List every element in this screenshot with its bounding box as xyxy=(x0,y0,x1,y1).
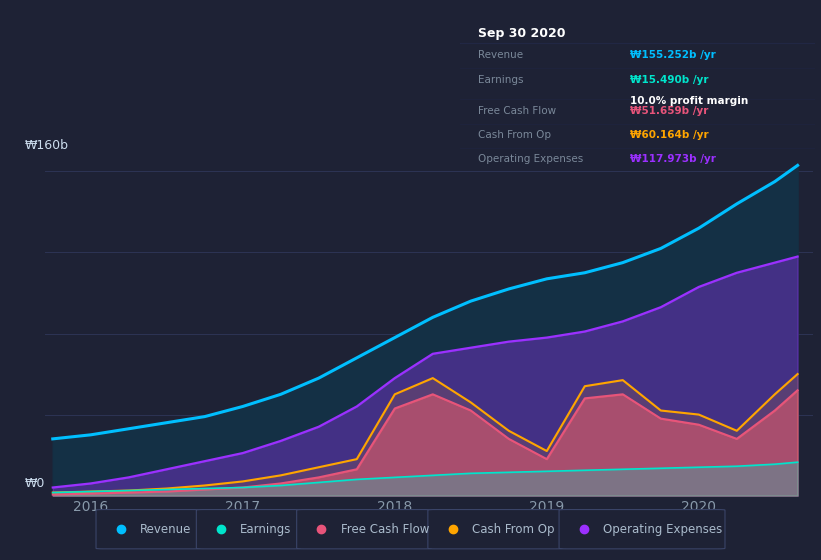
Text: ₩160b: ₩160b xyxy=(25,139,69,152)
Text: Sep 30 2020: Sep 30 2020 xyxy=(478,27,565,40)
Text: Earnings: Earnings xyxy=(241,522,291,536)
Text: ₩51.659b /yr: ₩51.659b /yr xyxy=(631,106,709,116)
Text: Free Cash Flow: Free Cash Flow xyxy=(341,522,429,536)
Text: Revenue: Revenue xyxy=(140,522,191,536)
FancyBboxPatch shape xyxy=(196,510,300,549)
Text: ₩117.973b /yr: ₩117.973b /yr xyxy=(631,155,716,165)
Text: ₩155.252b /yr: ₩155.252b /yr xyxy=(631,50,716,60)
Text: Earnings: Earnings xyxy=(478,76,523,86)
Text: Free Cash Flow: Free Cash Flow xyxy=(478,106,556,116)
FancyBboxPatch shape xyxy=(559,510,725,549)
Text: Cash From Op: Cash From Op xyxy=(478,130,551,141)
Text: ₩15.490b /yr: ₩15.490b /yr xyxy=(631,76,709,86)
FancyBboxPatch shape xyxy=(96,510,200,549)
FancyBboxPatch shape xyxy=(296,510,432,549)
FancyBboxPatch shape xyxy=(428,510,563,549)
Text: Cash From Op: Cash From Op xyxy=(472,522,554,536)
Text: 10.0% profit margin: 10.0% profit margin xyxy=(631,96,749,106)
Text: ₩0: ₩0 xyxy=(25,477,45,490)
Text: Operating Expenses: Operating Expenses xyxy=(603,522,722,536)
Text: ₩60.164b /yr: ₩60.164b /yr xyxy=(631,130,709,141)
Text: Revenue: Revenue xyxy=(478,50,523,60)
Text: Operating Expenses: Operating Expenses xyxy=(478,155,583,165)
